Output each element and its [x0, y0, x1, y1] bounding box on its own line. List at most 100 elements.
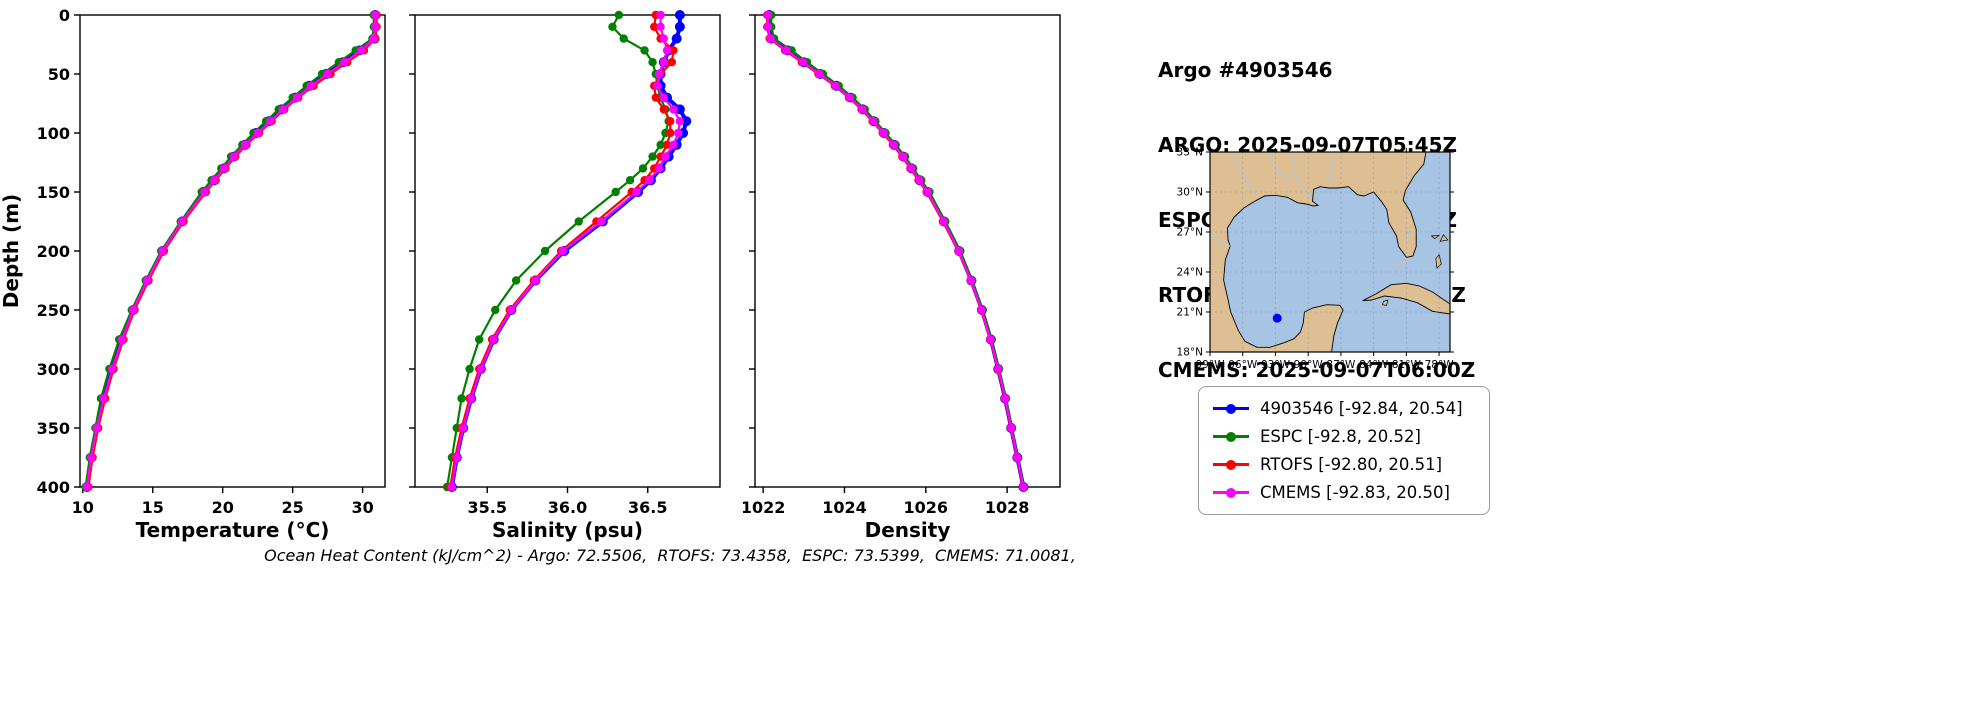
profile-marker: [177, 217, 187, 226]
profile-marker: [540, 246, 550, 256]
legend-label-argo: 4903546 [-92.84, 20.54]: [1260, 399, 1463, 418]
profile-marker: [99, 394, 108, 403]
x-tick-label: 36.5: [628, 498, 667, 517]
profile-marker: [649, 22, 659, 31]
profile-marker: [369, 34, 379, 43]
profile-marker: [323, 69, 332, 79]
profile-marker: [659, 58, 669, 67]
profile-marker: [253, 128, 262, 138]
x-tick-label: 10: [72, 498, 94, 517]
profile-marker: [371, 10, 380, 20]
legend-label-espc: ESPC [-92.8, 20.52]: [1260, 427, 1421, 446]
profile-marker: [648, 152, 657, 161]
profile-marker: [661, 152, 670, 161]
legend-item-argo: 4903546 [-92.84, 20.54]: [1213, 398, 1475, 419]
map-island: [1430, 234, 1441, 240]
y-tick-label: 350: [37, 419, 70, 438]
profile-marker: [954, 246, 963, 256]
profile-marker: [357, 46, 366, 55]
profile-marker: [117, 335, 127, 344]
profile-marker: [531, 276, 540, 285]
profile-marker: [638, 164, 648, 173]
profile-marker: [158, 246, 167, 256]
profile-marker: [667, 58, 677, 67]
profile-marker: [674, 21, 685, 32]
legend-line-marker-espc: [1213, 431, 1249, 442]
profile-marker: [611, 187, 620, 197]
plot-frame: [79, 14, 386, 488]
x-tick-label: 36.0: [548, 498, 587, 517]
y-axis-label: Depth (m): [0, 194, 23, 308]
y-tick-label: 100: [37, 124, 70, 143]
ocean-heat-content-caption: Ocean Heat Content (kJ/cm^2) - Argo: 72.…: [264, 546, 1076, 565]
profile-marker: [977, 305, 986, 315]
profile-marker: [476, 364, 486, 374]
x-axis-label: Salinity (psu): [492, 518, 643, 542]
map-river: [1266, 152, 1291, 181]
map-river: [1292, 152, 1312, 200]
map-lat-label: 33°N: [1177, 147, 1203, 159]
profile-marker: [614, 10, 624, 20]
legend-label-cmems: CMEMS [-92.83, 20.50]: [1260, 483, 1450, 502]
profile-marker: [669, 140, 678, 149]
profile-marker: [475, 335, 484, 344]
y-tick-label: 0: [59, 6, 70, 25]
profile-marker: [915, 176, 924, 185]
profile-marker: [869, 117, 878, 126]
profile-marker: [240, 140, 250, 149]
profile-marker: [653, 81, 662, 91]
legend-label-rtofs: RTOFS [-92.80, 20.51]: [1260, 455, 1443, 474]
map-island: [1435, 253, 1442, 269]
profile-marker: [674, 104, 685, 115]
map-lon-label: 93°W: [1261, 359, 1291, 371]
profile-marker: [674, 10, 685, 20]
x-tick-label: 1028: [985, 498, 1030, 517]
profile-marker: [489, 335, 498, 344]
map-lon-label: 99°W: [1196, 359, 1226, 371]
profile-marker: [879, 128, 888, 138]
profile-marker: [766, 34, 775, 43]
profile-marker: [507, 305, 516, 315]
profile-marker: [782, 46, 791, 55]
map-island: [1439, 234, 1449, 242]
profile-marker: [457, 394, 466, 403]
profile-marker: [993, 364, 1003, 374]
float-position-marker: [1272, 313, 1282, 323]
profile-marker: [491, 305, 500, 315]
profile-marker: [966, 276, 976, 285]
map-lake-okeechobee: [1405, 230, 1411, 235]
map-florida-keys: [1396, 258, 1413, 266]
profile-marker: [681, 116, 692, 127]
map-river: [1329, 152, 1335, 183]
profile-marker: [82, 482, 92, 492]
profile-marker: [107, 364, 117, 374]
map-river: [1232, 152, 1256, 195]
profile-marker: [923, 187, 932, 197]
profile-marker: [659, 34, 669, 43]
profile-marker: [1007, 423, 1016, 433]
profile-marker: [371, 22, 380, 31]
map-lon-label: 87°W: [1326, 359, 1356, 371]
profile-marker: [671, 33, 682, 44]
legend-line-marker-cmems: [1213, 487, 1249, 498]
profile-marker: [558, 246, 567, 256]
profile-marker: [898, 152, 908, 161]
profile-marker: [511, 276, 521, 285]
x-tick-label: 1026: [904, 498, 949, 517]
x-tick-label: 30: [351, 498, 373, 517]
profile-marker: [142, 276, 152, 285]
profile-marker: [656, 140, 665, 149]
map-lon-label: 78°W: [1425, 359, 1455, 371]
profile-marker: [229, 152, 239, 161]
profile-marker: [831, 81, 840, 91]
profile-marker: [625, 176, 635, 185]
density-profile-chart: 1022 1024 1026 1028 Density: [743, 10, 1061, 542]
profile-marker: [128, 305, 138, 315]
profile-marker: [798, 58, 808, 67]
x-tick-label: 35.5: [467, 498, 506, 517]
profile-marker: [659, 105, 669, 114]
profile-marker: [662, 140, 672, 149]
y-tick-label: 150: [37, 183, 70, 202]
